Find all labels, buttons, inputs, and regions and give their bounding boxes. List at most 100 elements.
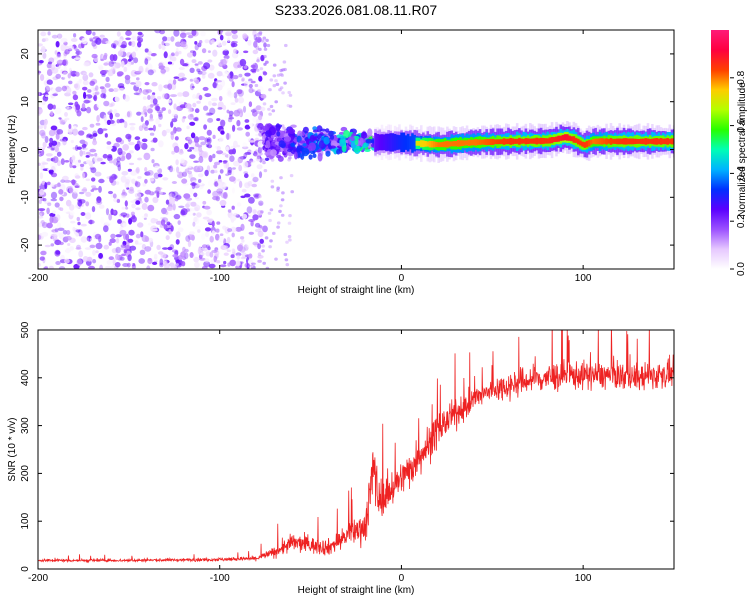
- noise-speckle: [276, 221, 281, 225]
- noise-speckle: [46, 181, 51, 186]
- noise-speckle: [46, 115, 51, 122]
- noise-speckle: [253, 194, 260, 199]
- noise-speckle: [222, 50, 226, 55]
- noise-speckle: [264, 60, 269, 64]
- noise-speckle: [122, 144, 130, 151]
- noise-speckle: [190, 132, 196, 139]
- noise-speckle: [261, 39, 265, 43]
- noise-speckle: [103, 114, 107, 122]
- noise-speckle: [194, 204, 201, 212]
- noise-speckle: [162, 93, 168, 99]
- noise-speckle: [250, 220, 254, 227]
- noise-speckle: [153, 253, 158, 260]
- noise-speckle: [56, 160, 61, 167]
- noise-speckle: [170, 94, 177, 98]
- noise-speckle: [265, 60, 269, 64]
- noise-speckle: [67, 127, 74, 135]
- noise-speckle: [108, 160, 115, 164]
- noise-speckle: [289, 174, 294, 178]
- noise-speckle: [50, 243, 55, 247]
- transition-blob: [312, 126, 318, 131]
- noise-speckle: [233, 160, 240, 167]
- noise-speckle: [162, 36, 168, 42]
- transition-blob: [276, 154, 282, 159]
- noise-speckle: [200, 70, 207, 76]
- noise-speckle: [62, 230, 68, 235]
- noise-speckle: [155, 220, 163, 225]
- noise-speckle: [263, 42, 267, 48]
- noise-speckle: [95, 242, 103, 250]
- noise-speckle: [247, 39, 252, 46]
- signal-band-cell: [561, 134, 565, 141]
- noise-speckle: [56, 59, 64, 66]
- transition-blob: [261, 125, 269, 131]
- noise-speckle: [241, 252, 247, 259]
- noise-speckle: [201, 48, 207, 54]
- signal-band-cell: [648, 139, 652, 144]
- noise-speckle: [274, 100, 279, 104]
- noise-speckle: [185, 103, 192, 109]
- noise-speckle: [76, 146, 82, 150]
- noise-speckle: [134, 136, 141, 141]
- noise-speckle: [144, 120, 149, 126]
- noise-speckle: [59, 133, 64, 140]
- noise-speckle: [128, 229, 135, 236]
- noise-speckle: [159, 258, 164, 266]
- noise-speckle: [188, 173, 193, 179]
- noise-speckle: [207, 72, 215, 79]
- noise-speckle: [143, 152, 151, 161]
- noise-speckle: [135, 166, 140, 174]
- noise-speckle: [80, 163, 85, 167]
- noise-speckle: [71, 179, 76, 186]
- noise-speckle: [278, 88, 282, 92]
- noise-speckle: [240, 223, 245, 231]
- signal-band-cell: [596, 138, 600, 145]
- signal-band-cell: [522, 138, 526, 144]
- noise-speckle: [238, 51, 244, 56]
- noise-speckle: [201, 244, 208, 249]
- noise-speckle: [87, 89, 92, 93]
- signal-band-cell: [391, 133, 395, 152]
- noise-speckle: [75, 229, 81, 233]
- noise-speckle: [122, 93, 126, 100]
- noise-speckle: [78, 79, 83, 82]
- noise-speckle: [175, 172, 179, 176]
- noise-speckle: [126, 63, 131, 71]
- noise-speckle: [160, 219, 166, 226]
- noise-speckle: [262, 95, 267, 99]
- noise-speckle: [177, 220, 181, 226]
- noise-speckle: [82, 86, 88, 91]
- noise-speckle: [233, 61, 240, 69]
- noise-speckle: [230, 102, 236, 105]
- noise-speckle: [96, 115, 100, 122]
- signal-band-cell: [515, 138, 519, 144]
- noise-speckle: [216, 188, 224, 194]
- noise-speckle: [88, 72, 94, 78]
- noise-speckle: [80, 166, 84, 171]
- noise-speckle: [46, 158, 52, 162]
- noise-speckle: [170, 36, 175, 42]
- noise-speckle: [239, 156, 247, 160]
- noise-speckle: [252, 107, 258, 113]
- signal-band-cell: [470, 139, 473, 146]
- noise-speckle: [223, 191, 228, 200]
- transition-blob: [330, 134, 335, 140]
- noise-speckle: [288, 104, 293, 108]
- signal-band-cell: [601, 138, 604, 145]
- signal-band-cell: [603, 138, 606, 144]
- noise-speckle: [192, 221, 196, 227]
- noise-speckle: [175, 239, 180, 245]
- transition-blob: [318, 140, 326, 149]
- noise-speckle: [197, 229, 201, 233]
- transition-blob: [270, 149, 277, 157]
- noise-speckle: [236, 127, 243, 131]
- noise-speckle: [117, 147, 123, 156]
- transition-blob: [265, 157, 269, 161]
- noise-speckle: [231, 42, 238, 48]
- noise-speckle: [243, 244, 249, 251]
- noise-speckle: [192, 212, 196, 216]
- noise-speckle: [178, 150, 184, 155]
- noise-speckle: [156, 96, 162, 100]
- noise-speckle: [161, 217, 169, 223]
